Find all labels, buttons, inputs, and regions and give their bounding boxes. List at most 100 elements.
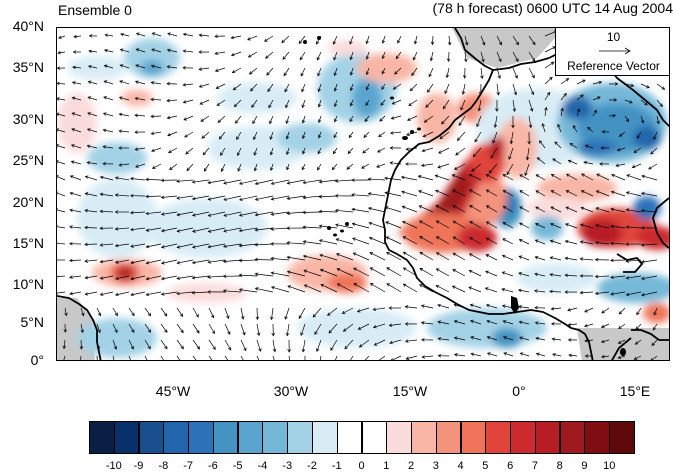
wind-vector bbox=[186, 148, 193, 154]
wind-vector bbox=[256, 196, 274, 200]
wind-vector bbox=[386, 237, 401, 244]
wind-vector bbox=[145, 356, 150, 361]
colorbar-cell bbox=[287, 421, 313, 454]
lat-label-40n: 40°N bbox=[0, 18, 44, 34]
wind-vector bbox=[453, 270, 465, 276]
wind-vector bbox=[319, 356, 321, 361]
colorbar bbox=[89, 421, 634, 455]
wind-vector bbox=[387, 284, 401, 292]
wind-vector bbox=[239, 260, 257, 261]
colorbar-label: -1 bbox=[332, 460, 342, 472]
wind-vector bbox=[266, 52, 273, 58]
map-frame bbox=[56, 27, 670, 361]
wind-vector bbox=[303, 227, 321, 228]
lat-label-20n: 20°N bbox=[0, 194, 44, 210]
wind-vector bbox=[453, 253, 465, 260]
colorbar-cell bbox=[139, 421, 165, 454]
wind-vector bbox=[241, 356, 247, 361]
wind-vector bbox=[57, 243, 65, 244]
wind-vector bbox=[85, 244, 97, 245]
wind-vector bbox=[57, 226, 65, 228]
wind-vector bbox=[256, 180, 274, 184]
wind-vector bbox=[403, 284, 417, 292]
wind-vector bbox=[319, 211, 337, 212]
wind-vector bbox=[283, 52, 289, 59]
wind-vector bbox=[387, 268, 401, 276]
wind-vector bbox=[250, 68, 258, 74]
wind-vector bbox=[57, 161, 65, 164]
wind-vector bbox=[271, 180, 289, 184]
lat-label-35n: 35°N bbox=[0, 59, 44, 75]
wind-vector bbox=[642, 176, 657, 180]
wind-vector bbox=[303, 196, 321, 198]
lat-label-15n: 15°N bbox=[0, 235, 44, 251]
wind-vector bbox=[272, 287, 289, 292]
colorbar-cell bbox=[609, 421, 635, 454]
wind-vector bbox=[239, 275, 257, 276]
wind-vector bbox=[486, 255, 497, 260]
colorbar-cell bbox=[560, 421, 586, 454]
wind-vector bbox=[376, 356, 385, 361]
wind-vector bbox=[303, 242, 321, 245]
wind-vector bbox=[177, 356, 183, 361]
wind-vector bbox=[240, 196, 257, 200]
colorbar-cell bbox=[238, 421, 264, 454]
colorbar-cell bbox=[535, 421, 561, 454]
colorbar-cell bbox=[485, 421, 511, 454]
wind-vector bbox=[410, 84, 417, 91]
wind-vector bbox=[81, 340, 82, 349]
wind-vector bbox=[336, 225, 353, 228]
wind-vector bbox=[436, 285, 449, 292]
lon-label-45w: 45°W bbox=[156, 383, 190, 399]
wind-vector bbox=[319, 180, 337, 182]
wind-vector bbox=[255, 260, 273, 261]
colorbar-cell bbox=[114, 421, 140, 454]
wind-vector bbox=[385, 178, 401, 180]
colorbar-cell bbox=[213, 421, 239, 454]
wind-vector bbox=[352, 209, 369, 212]
map-canvas bbox=[57, 28, 670, 361]
wind-vector bbox=[642, 193, 657, 196]
reference-vector-box: 10 Reference Vector bbox=[555, 27, 670, 76]
wind-vector bbox=[453, 286, 466, 292]
wind-vector bbox=[469, 287, 481, 292]
wind-vector bbox=[352, 224, 369, 228]
wind-vector bbox=[437, 253, 449, 260]
colorbar-label: 10 bbox=[603, 460, 615, 472]
wind-vector bbox=[209, 324, 215, 334]
colorbar-cell bbox=[584, 421, 610, 454]
wind-vector bbox=[267, 68, 273, 75]
wind-vector bbox=[193, 324, 199, 333]
wind-vector bbox=[386, 207, 402, 212]
wind-vector bbox=[151, 116, 161, 117]
wind-vector bbox=[177, 324, 183, 333]
colorbar-cell bbox=[461, 421, 487, 454]
wind-vector bbox=[456, 148, 465, 155]
wind-vector bbox=[287, 257, 305, 260]
wind-vector bbox=[177, 180, 193, 181]
colorbar-label: 5 bbox=[482, 460, 488, 472]
wind-vector bbox=[303, 212, 321, 213]
wind-vector bbox=[271, 212, 289, 214]
wind-vector bbox=[287, 212, 305, 214]
wind-vector bbox=[368, 179, 385, 180]
wind-vector bbox=[419, 191, 433, 196]
wind-vector bbox=[57, 276, 65, 277]
wind-vector bbox=[529, 68, 534, 78]
wind-vector bbox=[319, 196, 337, 197]
wind-vector bbox=[627, 175, 641, 180]
wind-vector bbox=[361, 356, 369, 361]
wind-vector bbox=[420, 252, 433, 260]
colorbar-label: -10 bbox=[106, 460, 122, 472]
colorbar-label: 9 bbox=[581, 460, 587, 472]
wind-vector bbox=[209, 356, 216, 361]
reference-vector-label: Reference Vector bbox=[556, 59, 671, 73]
lat-label-5n: 5°N bbox=[0, 314, 44, 330]
wind-vector bbox=[287, 196, 305, 199]
wind-vector bbox=[193, 308, 198, 317]
reference-vector-magnitude: 10 bbox=[556, 30, 671, 44]
wind-vector bbox=[370, 238, 385, 245]
wind-vector bbox=[146, 179, 161, 180]
wind-vector bbox=[256, 288, 274, 292]
reference-vector-arrow-icon bbox=[598, 46, 632, 56]
